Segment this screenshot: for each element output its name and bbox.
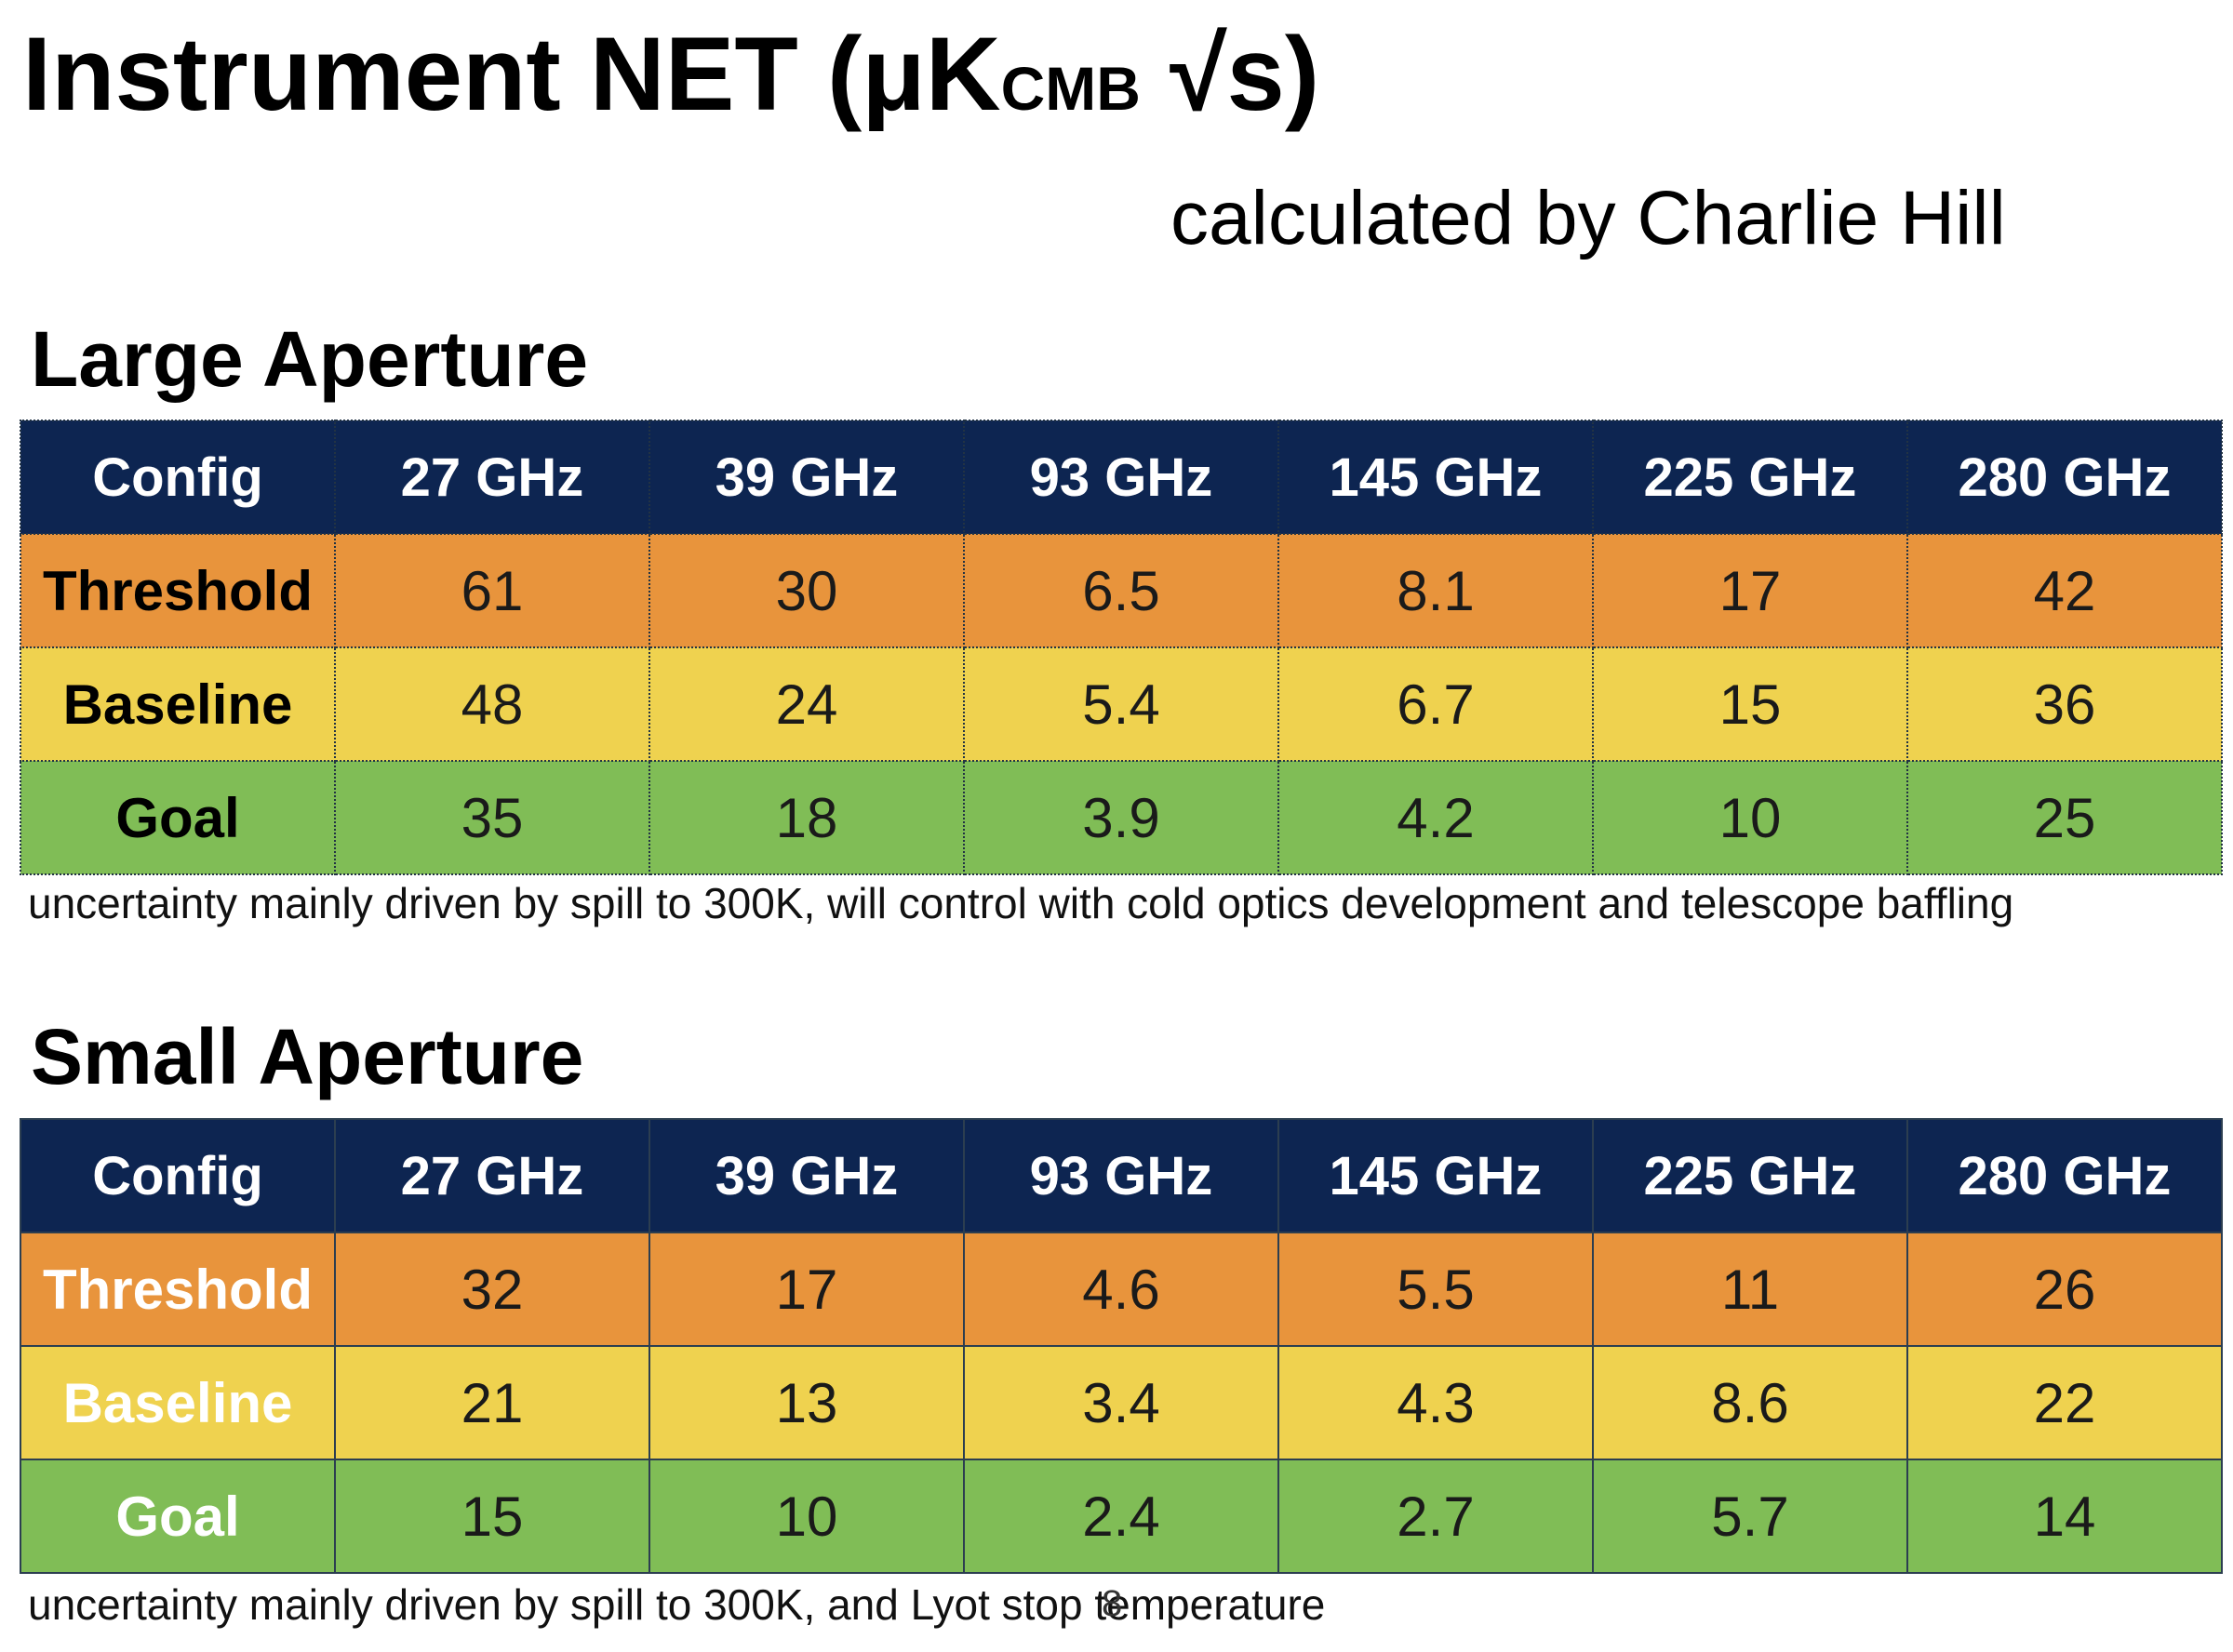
- table-cell: 22: [1906, 1345, 2223, 1460]
- title-subscript: CMB: [1000, 54, 1141, 123]
- table-cell: 36: [1906, 646, 2223, 762]
- table-cell: 11: [1592, 1232, 1908, 1347]
- row-label-threshold: Threshold: [20, 533, 336, 648]
- column-header-280ghz: 280 GHz: [1906, 420, 2223, 535]
- table-cell: 2.4: [963, 1459, 1279, 1574]
- row-label-goal: Goal: [20, 760, 336, 875]
- table-cell: 17: [649, 1232, 965, 1347]
- table-cell: 26: [1906, 1232, 2223, 1347]
- credit-line: calculated by Charlie Hill: [1170, 176, 2006, 260]
- table-row-threshold: Threshold 32 17 4.6 5.5 11 26: [20, 1232, 2223, 1347]
- table-cell: 8.1: [1277, 533, 1594, 648]
- table-cell: 8.6: [1592, 1345, 1908, 1460]
- column-header-config: Config: [20, 420, 336, 535]
- table-cell: 42: [1906, 533, 2223, 648]
- table-row-threshold: Threshold 61 30 6.5 8.1 17 42: [20, 533, 2223, 648]
- small-aperture-title: Small Aperture: [31, 1013, 584, 1100]
- row-label-baseline: Baseline: [20, 1345, 336, 1460]
- column-header-93ghz: 93 GHz: [963, 420, 1279, 535]
- column-header-39ghz: 39 GHz: [649, 1118, 965, 1233]
- table-cell: 10: [1592, 760, 1908, 875]
- row-label-threshold: Threshold: [20, 1232, 336, 1347]
- table-cell: 4.3: [1277, 1345, 1594, 1460]
- table-cell: 18: [649, 760, 965, 875]
- table-cell: 35: [334, 760, 650, 875]
- table-cell: 5.5: [1277, 1232, 1594, 1347]
- title-suffix: √s): [1140, 16, 1320, 132]
- table-row-goal: Goal 15 10 2.4 2.7 5.7 14: [20, 1459, 2223, 1574]
- table-cell: 15: [1592, 646, 1908, 762]
- table-cell: 10: [649, 1459, 965, 1574]
- column-header-39ghz: 39 GHz: [649, 420, 965, 535]
- row-label-baseline: Baseline: [20, 646, 336, 762]
- table-cell: 4.6: [963, 1232, 1279, 1347]
- large-aperture-note: uncertainty mainly driven by spill to 30…: [28, 879, 2014, 927]
- table-cell: 4.2: [1277, 760, 1594, 875]
- table-cell: 3.4: [963, 1345, 1279, 1460]
- column-header-config: Config: [20, 1118, 336, 1233]
- page-title: Instrument NET (μKCMB √s): [22, 17, 1319, 131]
- table-row-goal: Goal 35 18 3.9 4.2 10 25: [20, 760, 2223, 875]
- table-cell: 6.5: [963, 533, 1279, 648]
- row-label-goal: Goal: [20, 1459, 336, 1574]
- title-main: Instrument NET (μK: [22, 16, 1001, 132]
- column-header-225ghz: 225 GHz: [1592, 1118, 1908, 1233]
- column-header-93ghz: 93 GHz: [963, 1118, 1279, 1233]
- table-row-baseline: Baseline 48 24 5.4 6.7 15 36: [20, 646, 2223, 762]
- table-cell: 13: [649, 1345, 965, 1460]
- table-cell: 3.9: [963, 760, 1279, 875]
- table-cell: 24: [649, 646, 965, 762]
- small-aperture-table: Config 27 GHz 39 GHz 93 GHz 145 GHz 225 …: [20, 1118, 2223, 1574]
- large-aperture-title: Large Aperture: [31, 315, 589, 403]
- table-header-row: Config 27 GHz 39 GHz 93 GHz 145 GHz 225 …: [20, 420, 2223, 535]
- column-header-27ghz: 27 GHz: [334, 420, 650, 535]
- table-cell: 32: [334, 1232, 650, 1347]
- table-cell: 61: [334, 533, 650, 648]
- table-cell: 6.7: [1277, 646, 1594, 762]
- table-cell: 5.7: [1592, 1459, 1908, 1574]
- table-row-baseline: Baseline 21 13 3.4 4.3 8.6 22: [20, 1345, 2223, 1460]
- table-cell: 14: [1906, 1459, 2223, 1574]
- small-aperture-note: uncertainty mainly driven by spill to 30…: [28, 1580, 1326, 1629]
- table-cell: 5.4: [963, 646, 1279, 762]
- page-number: 8: [1102, 1583, 1123, 1624]
- column-header-145ghz: 145 GHz: [1277, 1118, 1594, 1233]
- table-cell: 48: [334, 646, 650, 762]
- table-header-row: Config 27 GHz 39 GHz 93 GHz 145 GHz 225 …: [20, 1118, 2223, 1233]
- table-cell: 2.7: [1277, 1459, 1594, 1574]
- table-cell: 25: [1906, 760, 2223, 875]
- column-header-280ghz: 280 GHz: [1906, 1118, 2223, 1233]
- column-header-145ghz: 145 GHz: [1277, 420, 1594, 535]
- table-cell: 30: [649, 533, 965, 648]
- table-cell: 17: [1592, 533, 1908, 648]
- column-header-27ghz: 27 GHz: [334, 1118, 650, 1233]
- table-cell: 15: [334, 1459, 650, 1574]
- column-header-225ghz: 225 GHz: [1592, 420, 1908, 535]
- large-aperture-table: Config 27 GHz 39 GHz 93 GHz 145 GHz 225 …: [20, 420, 2223, 875]
- table-cell: 21: [334, 1345, 650, 1460]
